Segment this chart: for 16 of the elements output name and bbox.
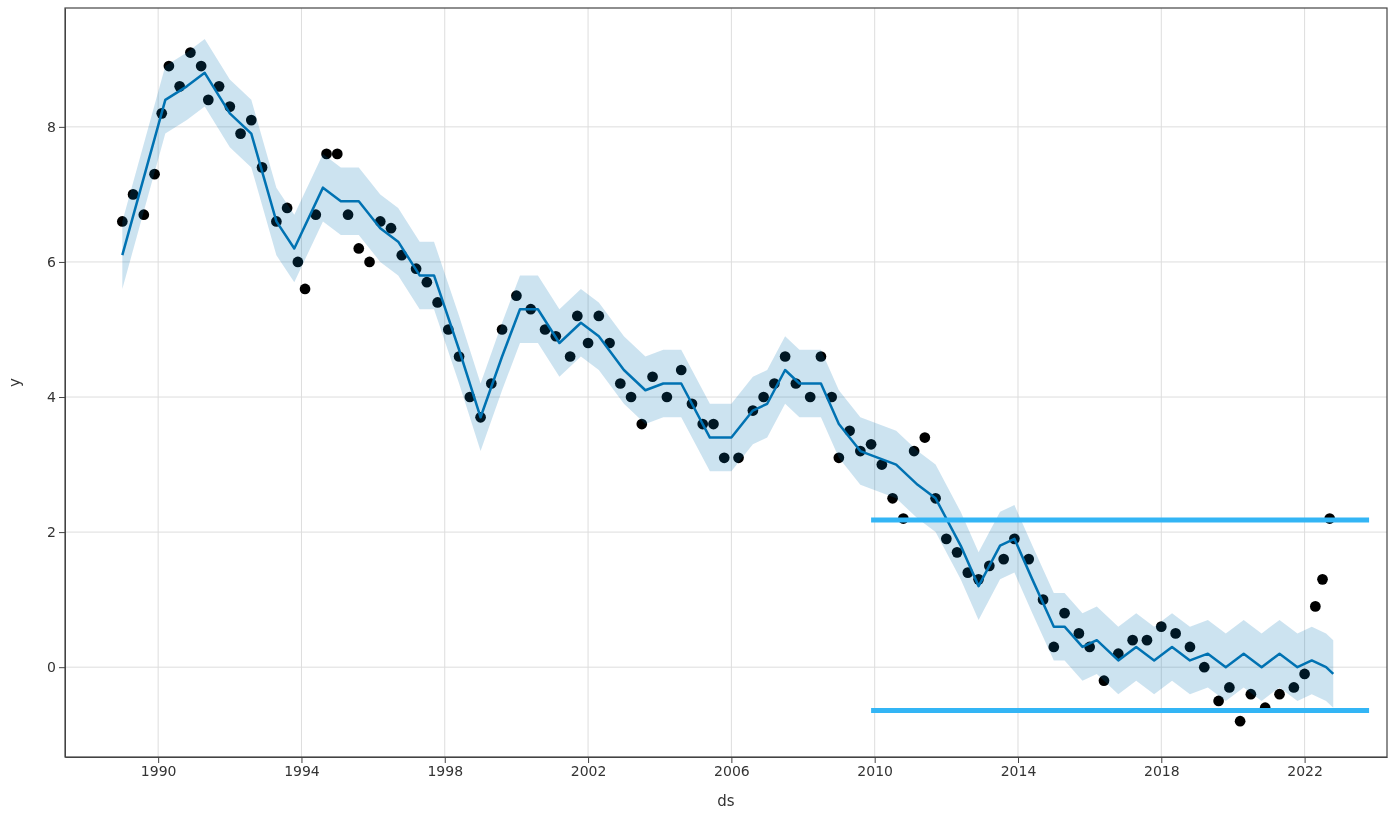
y-tick-label: 2 bbox=[47, 524, 56, 541]
y-tick-label: 8 bbox=[47, 118, 56, 135]
x-tick-label: 2006 bbox=[714, 762, 750, 779]
x-tick-label: 1990 bbox=[140, 762, 177, 779]
y-tick-label: 0 bbox=[47, 659, 56, 676]
y-axis-title: y bbox=[6, 377, 24, 387]
x-tick-label: 2018 bbox=[1143, 762, 1180, 779]
x-tick-label: 1998 bbox=[427, 762, 464, 779]
x-axis-title: ds bbox=[717, 792, 735, 810]
x-tick-label: 1994 bbox=[284, 762, 320, 779]
x-tick-label: 2002 bbox=[570, 762, 607, 779]
x-tick-label: 2014 bbox=[1000, 762, 1037, 779]
y-tick-label: 6 bbox=[47, 253, 57, 270]
y-tick-label: 4 bbox=[47, 389, 57, 405]
x-tick-label: 2022 bbox=[1287, 762, 1323, 779]
x-tick-label: 2010 bbox=[857, 762, 893, 779]
